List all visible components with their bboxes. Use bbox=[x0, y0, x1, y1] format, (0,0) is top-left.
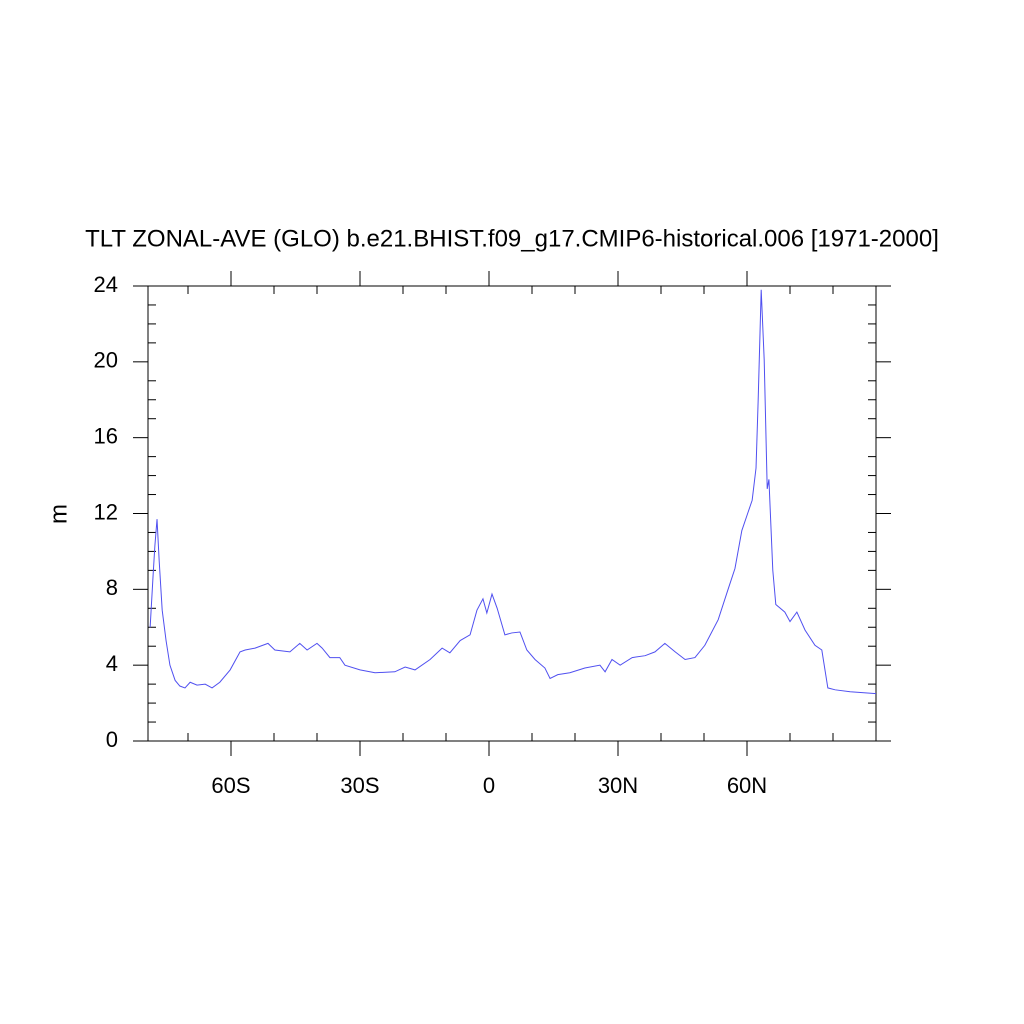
chart-title: TLT ZONAL-AVE (GLO) b.e21.BHIST.f09_g17.… bbox=[85, 225, 939, 252]
x-tick-label: 30S bbox=[340, 773, 379, 798]
y-axis-label: m bbox=[45, 504, 72, 524]
x-tick-label: 0 bbox=[483, 773, 495, 798]
x-tick-label: 60S bbox=[211, 773, 250, 798]
data-line bbox=[149, 289, 877, 695]
x-tick-label: 30N bbox=[598, 773, 638, 798]
y-tick-label: 4 bbox=[106, 651, 118, 676]
y-tick-label: 16 bbox=[94, 423, 118, 448]
plot-frame bbox=[147, 285, 877, 742]
y-tick-label: 8 bbox=[106, 575, 118, 600]
y-tick-label: 12 bbox=[94, 499, 118, 524]
y-tick-label: 24 bbox=[94, 272, 118, 297]
x-tick-label: 60N bbox=[727, 773, 767, 798]
y-tick-label: 0 bbox=[106, 727, 118, 752]
y-tick-label: 20 bbox=[94, 348, 118, 373]
